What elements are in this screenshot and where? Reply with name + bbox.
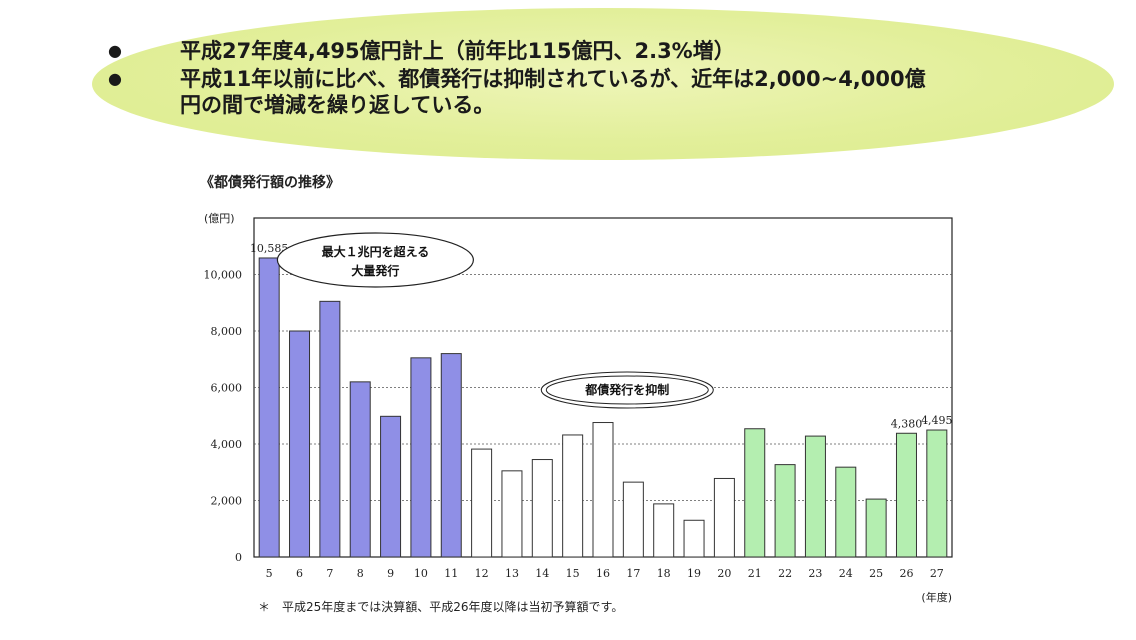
data-label: 4,380	[891, 417, 923, 430]
x-tick-label: 21	[748, 567, 762, 580]
bar-14	[531, 459, 553, 558]
x-tick-label: 27	[930, 567, 944, 580]
x-tick-label: 25	[869, 567, 883, 580]
bullet-text-2a: 平成11年以前に比べ、都債発行は抑制されているが、近年は2,000~4,000億	[180, 67, 926, 91]
y-tick-label: 6,000	[211, 382, 243, 395]
x-tick-label: 22	[778, 567, 792, 580]
bar-15	[562, 434, 584, 558]
y-tick-label: 4,000	[211, 438, 243, 451]
bullet-text-2b: 円の間で増減を繰り返している。	[180, 93, 495, 117]
callout-text-2: 都債発行を抑制	[584, 382, 669, 397]
bar-11	[440, 353, 462, 558]
x-tick-label: 13	[505, 567, 519, 580]
bar-6	[289, 330, 311, 558]
x-tick-label: 10	[414, 567, 428, 580]
y-tick-label: 2,000	[211, 495, 243, 508]
callout-ellipse-2-inner	[545, 375, 709, 405]
data-label: 4,495	[921, 414, 953, 427]
y-tick-label: 10,000	[204, 269, 243, 282]
x-tick-label: 12	[475, 567, 489, 580]
callout-ellipse-2-outer	[540, 371, 714, 409]
x-tick-label: 14	[535, 567, 549, 580]
bar-26	[895, 432, 917, 558]
bar-17	[622, 481, 644, 558]
bar-12	[471, 448, 493, 558]
callout-text-1: 最大１兆円を超える	[322, 244, 430, 259]
x-tick-label: 5	[266, 567, 273, 580]
callout-text-1: 大量発行	[351, 263, 399, 278]
footnote: ＊ 平成25年度までは決算額、平成26年度以降は当初予算額です。	[258, 600, 624, 614]
callout-ellipse-1	[276, 232, 474, 288]
x-axis-unit: (年度)	[921, 590, 952, 604]
bar-25	[865, 498, 887, 558]
bar-5	[258, 257, 280, 558]
bar-10	[410, 357, 432, 558]
bullet-dot: ●	[108, 69, 122, 88]
x-tick-label: 23	[808, 567, 822, 580]
x-tick-label: 11	[444, 567, 458, 580]
x-tick-label: 26	[899, 567, 913, 580]
x-tick-label: 6	[296, 567, 303, 580]
x-tick-label: 19	[687, 567, 701, 580]
bar-27	[926, 429, 948, 558]
highlight-ellipse	[92, 8, 1114, 160]
y-axis-unit: (億円)	[204, 212, 235, 225]
bar-7	[319, 300, 341, 558]
bullet-dot: ●	[108, 41, 122, 60]
x-tick-label: 18	[657, 567, 671, 580]
x-tick-label: 24	[839, 567, 853, 580]
bar-9	[380, 415, 402, 558]
bar-19	[683, 519, 705, 558]
x-tick-label: 16	[596, 567, 610, 580]
x-tick-label: 7	[326, 567, 333, 580]
x-tick-label: 15	[566, 567, 580, 580]
bar-21	[744, 428, 766, 558]
data-label: 10,585	[250, 242, 289, 255]
bar-23	[804, 435, 826, 558]
bullet-text-1: 平成27年度4,495億円計上（前年比115億円、2.3%増）	[180, 39, 735, 63]
y-tick-label: 8,000	[211, 325, 243, 338]
bar-20	[713, 477, 735, 558]
x-tick-label: 17	[626, 567, 640, 580]
chart-heading: 《都債発行額の推移》	[200, 175, 340, 191]
bar-24	[835, 466, 857, 558]
bar-16	[592, 422, 614, 558]
bar-22	[774, 464, 796, 558]
x-tick-label: 8	[357, 567, 364, 580]
bar-13	[501, 470, 523, 558]
y-tick-label: 0	[235, 551, 242, 564]
x-tick-label: 20	[717, 567, 731, 580]
bar-8	[349, 381, 371, 558]
bar-18	[653, 503, 675, 558]
x-tick-label: 9	[387, 567, 394, 580]
bond-issuance-chart: 0 2,000 4,000 6,000 8,000 10,000 (億円) 5 6 7 8 9 10 11…	[204, 212, 953, 604]
